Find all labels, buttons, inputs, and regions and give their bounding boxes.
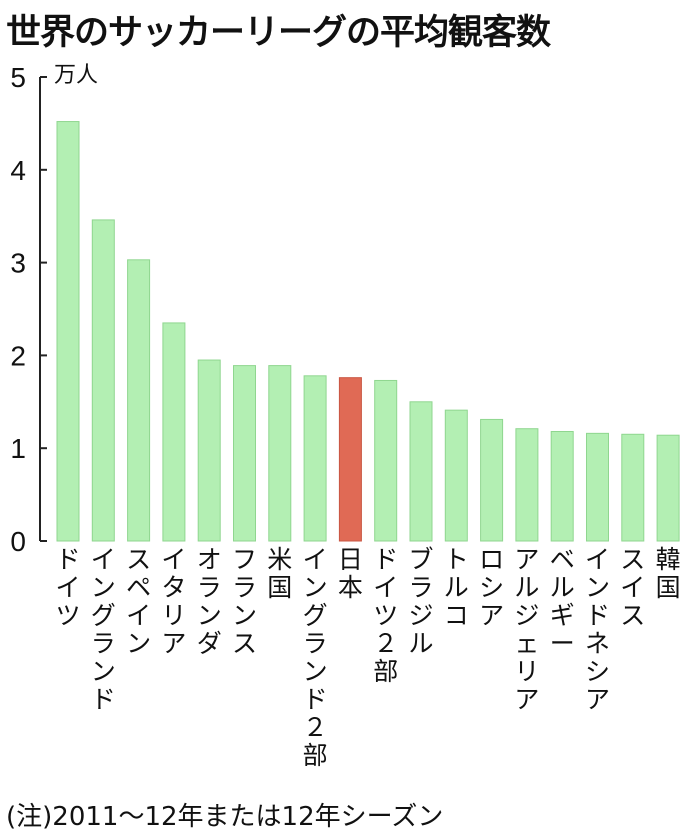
y-axis: 0 1 2 3 4 5 万人: [10, 62, 98, 557]
bar-highlight: [338, 377, 362, 542]
y-tick-label: 3: [10, 248, 26, 279]
category-label: ロシア: [479, 545, 504, 630]
y-tick-label: 2: [10, 340, 26, 371]
y-tick-label: 1: [10, 433, 26, 464]
y-axis-unit: 万人: [54, 63, 98, 88]
bar: [586, 432, 609, 542]
category-label: トルコ: [444, 545, 469, 630]
category-label: ドイツ: [55, 545, 80, 630]
category-label: 日本: [338, 545, 363, 602]
bar: [127, 259, 151, 542]
y-tick-label: 0: [10, 526, 26, 557]
bar: [91, 219, 115, 542]
bar: [621, 433, 645, 542]
bar: [409, 401, 433, 542]
y-tick-label: 5: [10, 62, 26, 93]
category-label: イングランド: [91, 545, 116, 714]
bar: [444, 409, 468, 542]
bar: [374, 379, 398, 542]
bar: [233, 365, 256, 542]
bar: [550, 430, 574, 542]
category-label: スイス: [620, 545, 645, 630]
category-label: フランス: [232, 545, 257, 658]
category-label: スペイン: [126, 545, 151, 658]
footnote: (注)2011〜12年または12年シーズン: [6, 802, 444, 832]
bar: [162, 322, 186, 542]
bar: [56, 121, 80, 542]
category-label: ブラジル: [408, 545, 433, 658]
category-label: ベルギー: [550, 545, 575, 658]
chart-title: 世界のサッカーリーグの平均観客数: [6, 13, 551, 53]
category-label: オランダ: [197, 545, 222, 658]
category-label: 韓国: [656, 545, 681, 602]
category-label: アルジェリア: [514, 545, 539, 714]
bar: [480, 418, 504, 542]
bars: [56, 121, 680, 542]
category-label: イングランド２部: [303, 545, 328, 770]
category-labels: ドイツイングランドスペインイタリアオランダフランス米国イングランド２部日本ドイツ…: [55, 545, 680, 770]
bar: [515, 428, 539, 542]
category-label: インドネシア: [585, 545, 610, 714]
bar: [303, 375, 327, 542]
bar: [197, 359, 221, 542]
y-tick-label: 4: [10, 155, 26, 186]
bar: [268, 365, 292, 542]
category-label: イタリア: [161, 545, 186, 658]
bar: [656, 434, 680, 542]
category-label: ドイツ２部: [373, 545, 398, 686]
category-label: 米国: [267, 545, 292, 602]
